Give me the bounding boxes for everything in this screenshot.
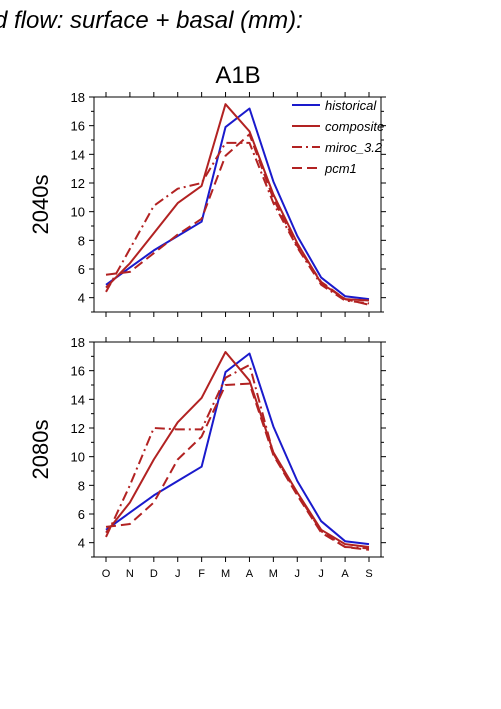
plot-frame — [93, 341, 382, 558]
y-tick-label: 10 — [71, 205, 85, 220]
series-line-composite — [105, 351, 370, 548]
y-tick-label: 14 — [71, 147, 85, 162]
panel-2080s: 4 6 8 10 12 14 16 18 O N D J F M A M J J A S 2080s — [28, 335, 386, 580]
series-line-pcm1 — [105, 133, 370, 306]
x-tick-label: M — [269, 568, 278, 580]
legend-label-historical: historical — [325, 98, 377, 113]
y-tick-label: 12 — [71, 421, 85, 436]
y-tick-label: 6 — [78, 262, 85, 277]
series-line-miroc-3-2 — [105, 141, 370, 305]
series-line-miroc-3-2 — [105, 363, 370, 550]
y-tick-label: 16 — [71, 364, 85, 379]
x-tick-label: S — [365, 568, 372, 580]
y-tick-label: 6 — [78, 507, 85, 522]
y-tick-label: 10 — [71, 450, 85, 465]
x-tick-label: A — [246, 568, 254, 580]
series-line-pcm1 — [105, 382, 370, 551]
x-tick-label: J — [318, 568, 324, 580]
y-tick-label: 12 — [71, 176, 85, 191]
plot-frame — [93, 96, 382, 313]
y-tick-label: 18 — [71, 335, 85, 350]
x-tick-label: F — [198, 568, 205, 580]
y-tick-label: 8 — [78, 478, 85, 493]
x-tick-label: O — [102, 568, 111, 580]
x-tick-label: J — [175, 568, 181, 580]
panel-2040s: 4 6 8 10 12 14 16 18 2040s historical composite mir… — [28, 90, 386, 317]
series-line-historical — [105, 107, 370, 301]
series-line-historical — [105, 352, 370, 546]
x-tick-label: N — [126, 568, 134, 580]
legend-label-composite: composite — [325, 119, 384, 134]
y-tick-label: 18 — [71, 90, 85, 105]
x-tick-label: D — [150, 568, 158, 580]
x-tick-label: A — [341, 568, 349, 580]
x-tick-label: J — [295, 568, 301, 580]
y-tick-label: 16 — [71, 119, 85, 134]
panel-label: 2040s — [28, 175, 53, 235]
figure-header: d flow: surface + basal (mm): — [0, 7, 303, 34]
panel-label: 2080s — [28, 420, 53, 480]
scenario-title: A1B — [215, 62, 260, 89]
legend-label-pcm1: pcm1 — [324, 161, 357, 176]
y-tick-label: 4 — [78, 536, 85, 551]
legend-label-miroc-3-2: miroc_3.2 — [325, 140, 383, 155]
y-tick-label: 14 — [71, 392, 85, 407]
x-tick-label: M — [221, 568, 230, 580]
y-tick-label: 8 — [78, 233, 85, 248]
y-tick-label: 4 — [78, 291, 85, 306]
